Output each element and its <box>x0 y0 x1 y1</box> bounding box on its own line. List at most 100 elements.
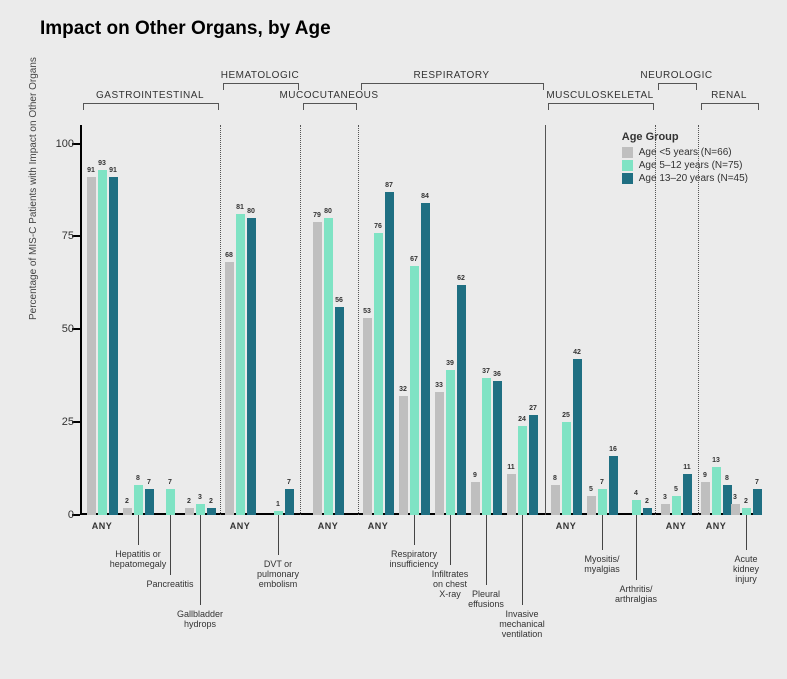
bar: 24 <box>518 426 527 515</box>
x-label: Pancreatitis <box>135 579 205 589</box>
bar: 80 <box>324 218 333 515</box>
category-bracket <box>83 103 219 110</box>
bar: 5 <box>587 496 596 515</box>
bar: 42 <box>573 359 582 515</box>
bar: 36 <box>493 381 502 515</box>
x-label-any: ANY <box>681 521 751 531</box>
bar: 2 <box>185 508 194 515</box>
bar: 3 <box>731 504 740 515</box>
bar: 2 <box>207 508 216 515</box>
x-tick <box>522 515 523 605</box>
y-axis-label: Percentage of MIS-C Patients with Impact… <box>28 57 39 320</box>
bar: 5 <box>672 496 681 515</box>
bar: 2 <box>123 508 132 515</box>
x-tick <box>170 515 171 575</box>
bar: 68 <box>225 262 234 515</box>
x-tick <box>138 515 139 545</box>
bar: 9 <box>471 482 480 515</box>
bar-value-label: 25 <box>562 412 570 419</box>
bar: 7 <box>598 489 607 515</box>
legend-label: Age <5 years (N=66) <box>639 147 732 158</box>
bar: 4 <box>632 500 641 515</box>
bar-value-label: 8 <box>136 475 140 482</box>
x-label: DVT or pulmonaryembolism <box>243 559 313 589</box>
y-tick-label: 0 <box>68 509 74 521</box>
bar: 2 <box>742 508 751 515</box>
legend-item: Age 5–12 years (N=75) <box>622 160 748 171</box>
category-label: RESPIRATORY <box>413 70 489 81</box>
x-label: Invasivemechanicalventilation <box>487 609 557 639</box>
bar-value-label: 2 <box>744 498 748 505</box>
category-separator <box>300 125 301 515</box>
bar: 3 <box>196 504 205 515</box>
x-label: Hepatitis orhepatomegaly <box>103 549 173 569</box>
x-label: Respiratoryinsufficiency <box>379 549 449 569</box>
category-bracket <box>223 83 299 90</box>
bar: 81 <box>236 214 245 515</box>
bar: 9 <box>701 482 710 515</box>
bar-value-label: 27 <box>529 405 537 412</box>
bar: 84 <box>421 203 430 515</box>
bar-value-label: 11 <box>507 464 514 471</box>
legend-swatch <box>622 147 633 158</box>
y-tick-label: 50 <box>62 323 74 335</box>
bar: 7 <box>285 489 294 515</box>
x-tick <box>486 515 487 585</box>
x-label: Pleuraleffusions <box>451 589 521 609</box>
bar-value-label: 7 <box>755 479 759 486</box>
bar-value-label: 2 <box>187 498 191 505</box>
bar-value-label: 7 <box>600 479 604 486</box>
bar-value-label: 68 <box>225 252 233 259</box>
bar: 93 <box>98 170 107 515</box>
bar-value-label: 4 <box>634 490 638 497</box>
category-separator <box>358 125 359 515</box>
bar-value-label: 67 <box>410 256 418 263</box>
x-tick <box>414 515 415 545</box>
bar: 91 <box>109 177 118 515</box>
bar-value-label: 13 <box>712 457 720 464</box>
legend-item: Age 13–20 years (N=45) <box>622 173 748 184</box>
x-label-any: ANY <box>67 521 137 531</box>
bar-value-label: 1 <box>276 501 280 508</box>
bar: 11 <box>507 474 516 515</box>
bar-value-label: 39 <box>446 360 454 367</box>
bar: 91 <box>87 177 96 515</box>
bar-value-label: 2 <box>645 498 649 505</box>
bar-value-label: 93 <box>98 160 106 167</box>
bar: 37 <box>482 378 491 515</box>
bar: 8 <box>134 485 143 515</box>
x-tick <box>636 515 637 580</box>
legend-item: Age <5 years (N=66) <box>622 147 748 158</box>
x-label-any: ANY <box>343 521 413 531</box>
bar-value-label: 81 <box>236 204 244 211</box>
bar: 8 <box>551 485 560 515</box>
bar-value-label: 33 <box>435 382 443 389</box>
bar-value-label: 2 <box>209 498 213 505</box>
category-bracket <box>658 83 697 90</box>
y-axis <box>80 125 82 515</box>
bar-value-label: 16 <box>609 446 617 453</box>
category-separator <box>220 125 221 515</box>
legend-swatch <box>622 173 633 184</box>
bar-value-label: 8 <box>725 475 729 482</box>
bar: 76 <box>374 233 383 515</box>
legend-title: Age Group <box>622 131 748 143</box>
x-label: Acutekidneyinjury <box>711 554 781 584</box>
bar-value-label: 7 <box>147 479 151 486</box>
category-label: HEMATOLOGIC <box>221 70 299 81</box>
legend: Age Group Age <5 years (N=66) Age 5–12 y… <box>622 131 748 186</box>
bar: 7 <box>145 489 154 515</box>
plot-area: Age Group Age <5 years (N=66) Age 5–12 y… <box>80 125 760 515</box>
bar-value-label: 53 <box>363 308 371 315</box>
bar: 33 <box>435 392 444 515</box>
bar: 79 <box>313 222 322 515</box>
bar: 16 <box>609 456 618 515</box>
x-tick <box>602 515 603 550</box>
x-tick <box>278 515 279 555</box>
bar-value-label: 91 <box>109 167 117 174</box>
bar: 27 <box>529 415 538 515</box>
bar: 25 <box>562 422 571 515</box>
bar-value-label: 62 <box>457 275 465 282</box>
bar: 87 <box>385 192 394 515</box>
y-tick-label: 75 <box>62 230 74 242</box>
